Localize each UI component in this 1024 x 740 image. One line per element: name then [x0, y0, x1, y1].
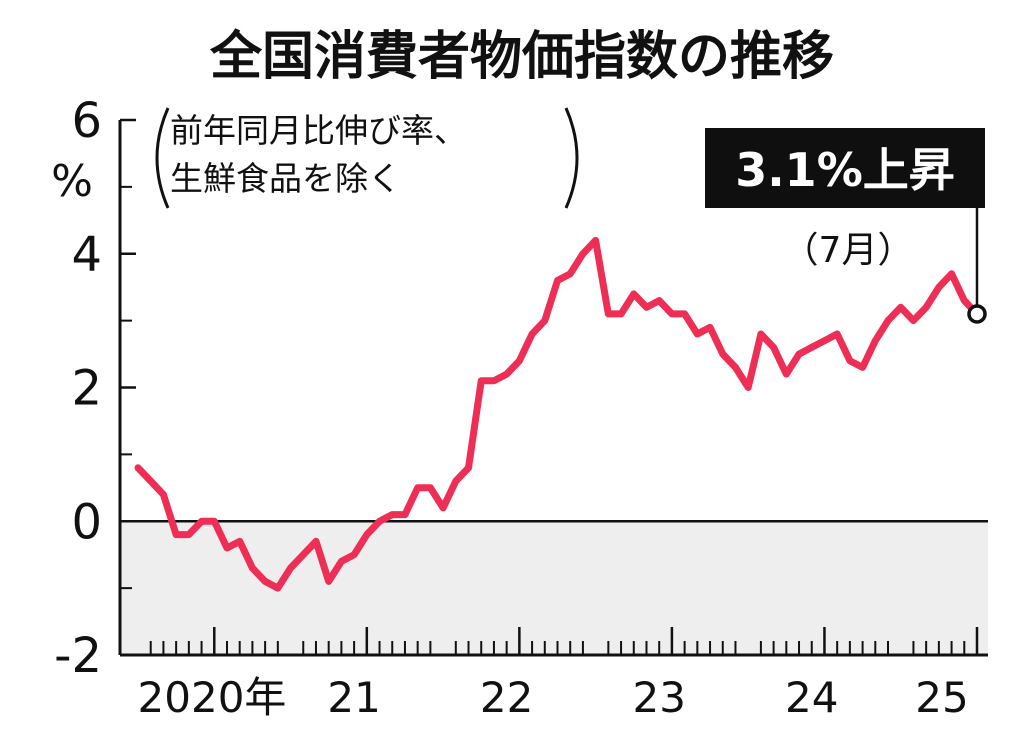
x-tick-label: 24: [785, 673, 838, 722]
callout-month: （7月）: [783, 230, 914, 271]
negative-region-shading: [120, 521, 988, 655]
y-tick-label: 0: [71, 494, 102, 550]
x-tick-label: 25: [915, 673, 968, 722]
callout-label: 3.1%上昇: [735, 143, 955, 197]
x-tick-label: 2020年: [138, 673, 287, 722]
subtitle-line-2: 生鮮食品を除く: [170, 159, 401, 198]
subtitle-line-1: 前年同月比伸び率、: [170, 111, 467, 150]
y-axis-unit: %: [51, 156, 93, 207]
y-tick-label: 2: [71, 361, 102, 417]
y-tick-label: -2: [54, 628, 102, 684]
x-tick-label: 21: [327, 673, 380, 722]
subtitle-block: 前年同月比伸び率、 生鮮食品を除く: [155, 107, 579, 209]
subtitle-close-paren: [564, 107, 579, 209]
chart-title: 全国消費者物価指数の推移: [209, 27, 834, 87]
x-tick-label: 23: [632, 673, 685, 722]
subtitle-open-paren: [155, 107, 170, 209]
y-tick-label: 6: [71, 93, 102, 149]
cpi-series-line: [134, 236, 981, 592]
y-tick-label: 4: [71, 227, 102, 283]
latest-value-marker: [967, 304, 987, 324]
latest-value-callout: 3.1%上昇 （7月）: [705, 128, 987, 324]
x-tick-label: 22: [480, 673, 533, 722]
y-ticks: 6 4 2 0 -2: [54, 93, 136, 684]
x-ticks: 2020年 21 22 23 24 25: [138, 627, 979, 722]
callout-box: [705, 128, 985, 208]
